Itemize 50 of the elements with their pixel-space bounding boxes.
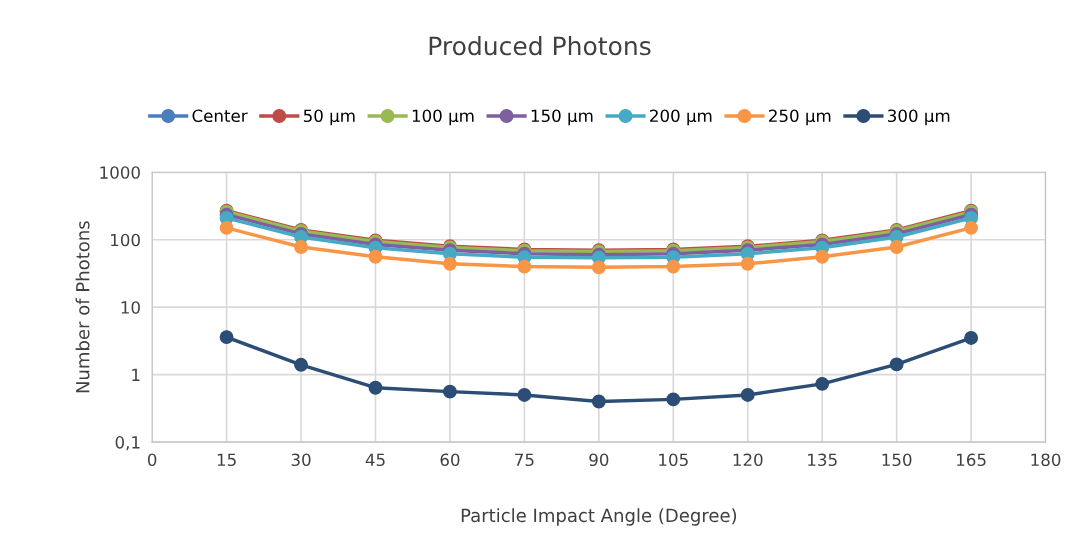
point: [517, 259, 532, 274]
point: [889, 357, 904, 372]
x-tick-label: 45: [365, 453, 385, 467]
point: [666, 392, 681, 407]
y-tick-label: 10: [121, 301, 140, 314]
legend-label: 150 µm: [531, 109, 593, 126]
legend-label: Center: [192, 109, 248, 123]
point: [889, 240, 904, 254]
point: [964, 331, 979, 345]
point: [815, 376, 830, 391]
y-tick-label: 0,1: [115, 436, 140, 451]
point: [442, 256, 457, 271]
point: [740, 256, 755, 271]
point: [666, 259, 681, 274]
point: [368, 249, 383, 264]
point: [368, 380, 383, 395]
y-tick-label: 1: [132, 368, 140, 381]
x-tick-label: 105: [659, 453, 688, 467]
legend-label: 200 µm: [650, 109, 712, 126]
x-tick-label: 0: [147, 453, 157, 467]
point: [294, 357, 308, 372]
legend-label: 250 µm: [769, 109, 831, 126]
point: [591, 394, 606, 409]
point: [219, 220, 234, 235]
point: [815, 249, 830, 264]
x-tick-label: 60: [440, 453, 460, 467]
point: [442, 384, 457, 399]
point: [294, 240, 308, 254]
y-tick-label: 1000: [100, 166, 140, 179]
x-tick-label: 30: [291, 453, 311, 467]
legend-label: 50 µm: [303, 109, 355, 126]
y-axis-title: Number of Photons: [75, 221, 90, 393]
x-tick-label: 150: [882, 453, 912, 467]
point: [740, 388, 755, 402]
point: [591, 260, 606, 275]
y-tick-label: 100: [111, 233, 140, 247]
x-tick-label: 120: [733, 453, 763, 467]
x-tick-label: 75: [515, 453, 534, 467]
x-tick-label: 15: [217, 453, 236, 467]
point: [517, 388, 532, 402]
point: [219, 330, 234, 345]
legend-label: 100 µm: [412, 109, 474, 126]
x-tick-label: 90: [589, 453, 609, 467]
x-axis-title: Particle Impact Angle (Degree): [461, 508, 737, 526]
point: [964, 220, 979, 235]
legend-label: 300 µm: [888, 109, 950, 126]
x-tick-label: 180: [1031, 453, 1061, 467]
x-tick-label: 135: [808, 453, 837, 467]
x-tick-label: 165: [957, 453, 986, 467]
chart-title: Produced Photons: [429, 36, 651, 56]
